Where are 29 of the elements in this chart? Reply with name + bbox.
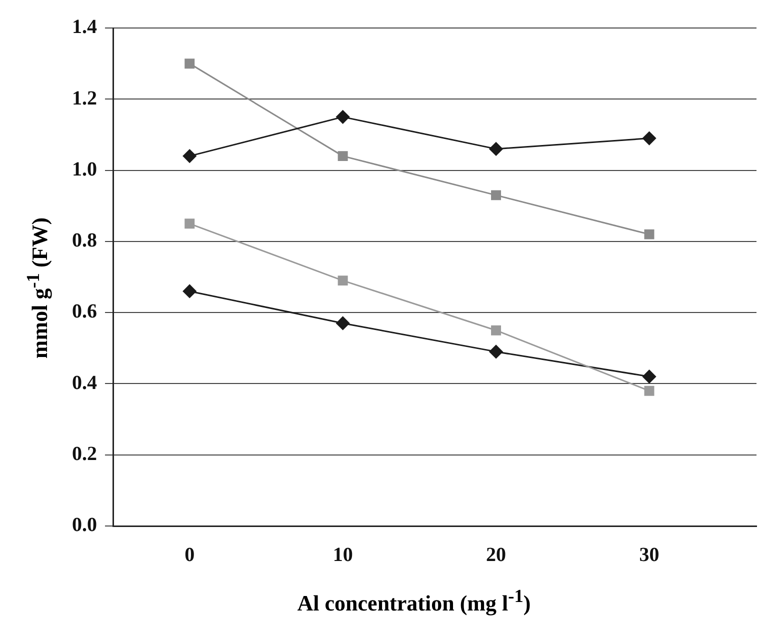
point xyxy=(642,132,656,146)
y-tick-label: 0.6 xyxy=(72,300,97,323)
x-tick-label: 20 xyxy=(486,544,506,566)
y-tick-label: 0.2 xyxy=(72,443,97,466)
point xyxy=(338,276,348,286)
point xyxy=(644,229,654,240)
point xyxy=(338,151,348,162)
point xyxy=(491,325,502,336)
y-tick-label: 1.0 xyxy=(72,158,97,180)
point xyxy=(182,284,196,298)
point xyxy=(491,190,502,200)
point xyxy=(182,149,196,163)
y-tick-label: 1.2 xyxy=(72,87,97,110)
y-tick-label: 1.4 xyxy=(72,16,97,38)
y-tick-label: 0.4 xyxy=(72,372,97,394)
y-tick-label: 0.0 xyxy=(72,514,97,536)
point xyxy=(184,218,195,229)
point xyxy=(184,58,195,69)
point xyxy=(336,316,350,330)
point xyxy=(489,344,503,358)
point xyxy=(336,110,350,124)
x-tick-label: 10 xyxy=(332,544,353,566)
point xyxy=(644,386,654,396)
x-tick-label: 0 xyxy=(184,544,195,566)
x-axis-title: Al concentration (mg l$^{-1}$) xyxy=(296,586,532,616)
x-tick-label: 30 xyxy=(639,544,660,566)
point xyxy=(642,370,656,384)
y-tick-label: 0.8 xyxy=(72,230,97,252)
point xyxy=(489,142,503,156)
